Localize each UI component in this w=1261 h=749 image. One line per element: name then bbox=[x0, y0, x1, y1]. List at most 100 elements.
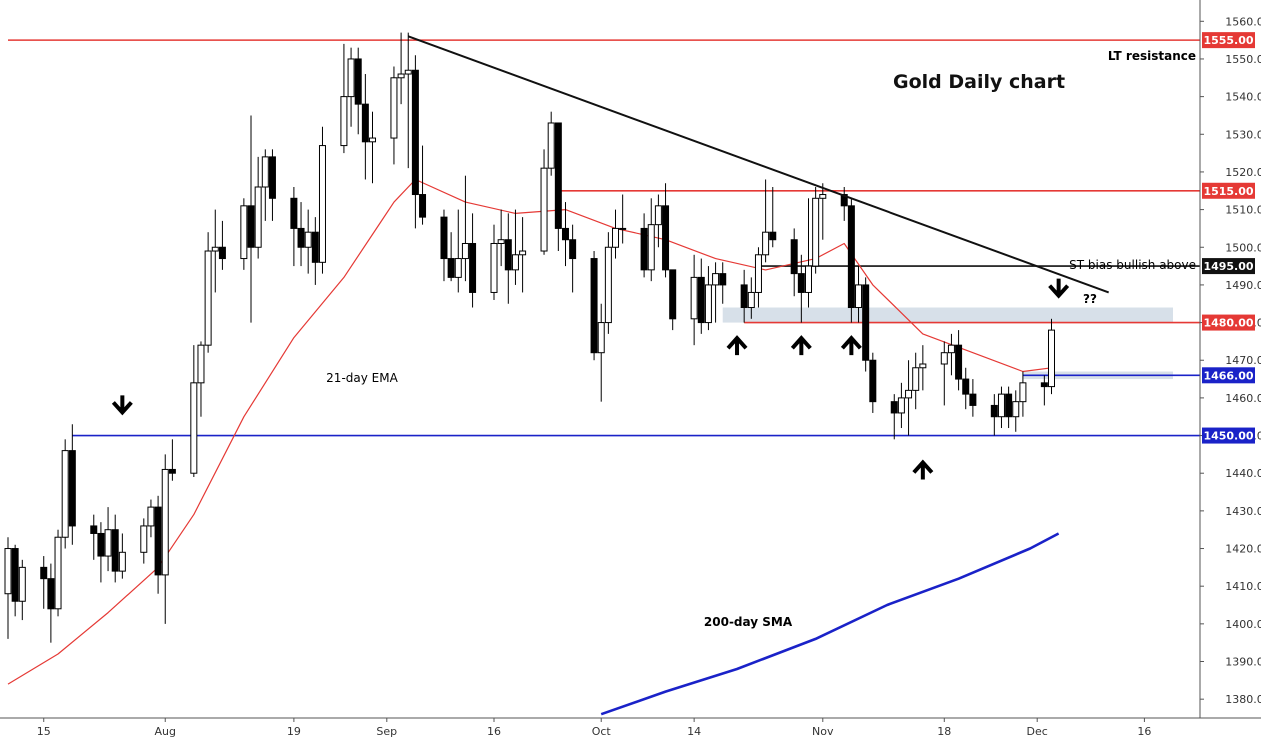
candle-body-up bbox=[240, 205, 248, 260]
candle bbox=[218, 220, 226, 270]
candle-body-down bbox=[1040, 382, 1048, 388]
candle bbox=[990, 394, 998, 436]
candle bbox=[912, 352, 920, 410]
candle-body-up bbox=[712, 273, 720, 286]
candle-body-down bbox=[440, 216, 448, 260]
candle bbox=[97, 522, 105, 583]
candle-body-up bbox=[161, 468, 169, 576]
y-tick-label: 1440.00 bbox=[1225, 467, 1261, 480]
candle bbox=[540, 149, 548, 255]
candle bbox=[890, 394, 898, 440]
candle bbox=[111, 514, 119, 583]
candle bbox=[619, 194, 627, 244]
candle bbox=[604, 232, 612, 334]
y-tick-label: 1550.00 bbox=[1225, 53, 1261, 66]
candle-body-up bbox=[211, 246, 219, 252]
candle-body-down bbox=[561, 227, 569, 241]
down-arrow-icon bbox=[1048, 278, 1070, 299]
candle bbox=[747, 277, 755, 319]
sma-label: 200-day SMA bbox=[704, 615, 793, 629]
candle-body-up bbox=[390, 77, 398, 139]
candle-body-down bbox=[297, 227, 305, 248]
x-tick-label: Aug bbox=[154, 725, 175, 738]
candle-body-up bbox=[704, 284, 712, 324]
ema-label: 21-day EMA bbox=[326, 371, 398, 385]
candle-body-down bbox=[247, 205, 255, 248]
candle-body-up bbox=[369, 137, 377, 143]
x-tick-label: 15 bbox=[37, 725, 51, 738]
candle-body-up bbox=[612, 227, 620, 248]
price-badge bbox=[1202, 367, 1255, 384]
candle-body-down bbox=[662, 205, 670, 271]
price-badge-label: 1466.00 bbox=[1203, 369, 1253, 382]
y-tick-label: 1500.00 bbox=[1225, 241, 1261, 254]
candle-body-down bbox=[740, 284, 748, 309]
candle bbox=[197, 341, 205, 417]
candle-body-down bbox=[111, 529, 119, 572]
down-arrow-icon bbox=[111, 395, 133, 416]
candle bbox=[855, 266, 863, 323]
candle bbox=[204, 232, 212, 353]
candle bbox=[297, 202, 305, 267]
candle-body-down bbox=[361, 103, 369, 143]
candle-body-down bbox=[47, 578, 55, 610]
candle-body-down bbox=[590, 258, 598, 354]
candle-body-up bbox=[1019, 382, 1027, 403]
candle bbox=[719, 262, 727, 304]
y-tick-label: 1520.00 bbox=[1225, 166, 1261, 179]
candle bbox=[905, 360, 913, 436]
candle-body-up bbox=[140, 525, 148, 553]
candle bbox=[268, 149, 276, 221]
candle bbox=[4, 537, 12, 639]
candle-body-down bbox=[168, 468, 176, 474]
candle bbox=[190, 345, 198, 477]
candle bbox=[754, 247, 762, 308]
candle-body-up bbox=[197, 344, 205, 384]
candle-body-down bbox=[218, 246, 226, 260]
candle-body-up bbox=[747, 291, 755, 309]
candle-body-up bbox=[147, 506, 155, 527]
x-tick-label: 18 bbox=[937, 725, 951, 738]
candle-body-down bbox=[862, 284, 870, 361]
candle bbox=[547, 111, 555, 176]
candle bbox=[919, 345, 927, 391]
candle-body-down bbox=[797, 273, 805, 293]
candle bbox=[469, 213, 477, 308]
candle-body-up bbox=[690, 276, 698, 320]
candle bbox=[440, 209, 448, 282]
candle bbox=[211, 209, 219, 293]
y-tick-label: 1430.00 bbox=[1225, 505, 1261, 518]
candle-body-up bbox=[318, 145, 326, 263]
candle bbox=[1005, 386, 1013, 429]
candle bbox=[18, 559, 26, 621]
x-tick-label: Dec bbox=[1027, 725, 1048, 738]
candle-body-up bbox=[912, 367, 920, 391]
bearish-trendline bbox=[407, 35, 1110, 294]
candle-body-up bbox=[754, 254, 762, 293]
candle-body-up bbox=[304, 231, 312, 248]
candle bbox=[519, 217, 527, 293]
candle bbox=[54, 529, 62, 617]
candle bbox=[340, 43, 348, 154]
candle bbox=[354, 47, 362, 135]
candle-body-up bbox=[347, 58, 355, 98]
candle-body-up bbox=[812, 197, 820, 267]
candle-body-up bbox=[997, 393, 1005, 418]
candle-body-down bbox=[290, 197, 298, 229]
sma-200-line bbox=[600, 532, 1060, 716]
candle bbox=[461, 175, 469, 282]
candle-body-down bbox=[411, 69, 419, 196]
candle-body-up bbox=[104, 529, 112, 557]
candle bbox=[318, 126, 326, 274]
candle bbox=[712, 262, 720, 323]
candle bbox=[554, 122, 562, 252]
candle-body-down bbox=[554, 122, 562, 229]
annotation-arrows bbox=[111, 278, 1070, 480]
candle bbox=[940, 341, 948, 406]
candle-body-up bbox=[490, 242, 498, 293]
candle bbox=[497, 209, 505, 267]
x-tick-label: Nov bbox=[812, 725, 834, 738]
candle bbox=[804, 198, 812, 308]
